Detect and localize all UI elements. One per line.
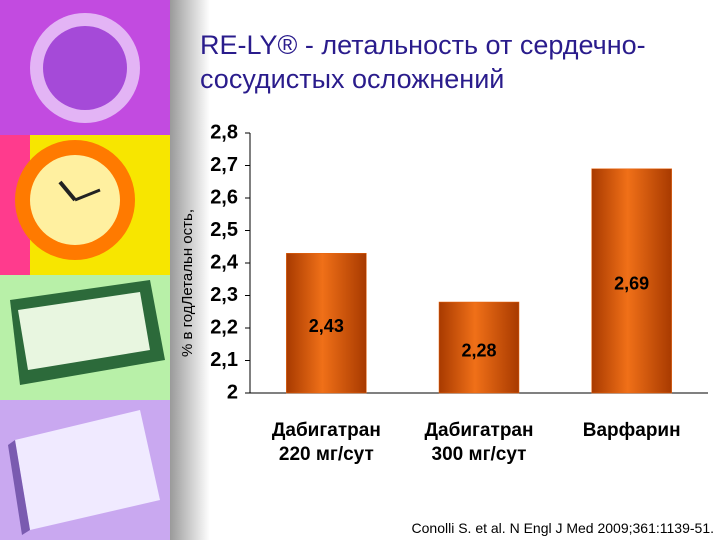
bar xyxy=(591,168,672,394)
y-tick-label: 2,1 xyxy=(210,349,238,371)
bar xyxy=(286,253,367,394)
y-tick-label: 2,8 xyxy=(210,121,238,143)
bar xyxy=(438,301,520,394)
x-tick-label: Дабигатран 300 мг/сут xyxy=(425,420,534,465)
y-axis-label: % в годЛетальн ость, xyxy=(179,209,196,357)
data-label: 2,43 xyxy=(309,316,344,336)
decor-strip xyxy=(0,0,210,540)
source-note: Conolli S. et al. N Engl J Med 2009;361:… xyxy=(411,520,714,536)
data-label: 2,69 xyxy=(614,274,649,294)
y-tick-label: 2,3 xyxy=(210,284,238,306)
y-tick-label: 2,4 xyxy=(210,251,239,273)
y-tick-label: 2,6 xyxy=(210,186,238,208)
slide-title: RE-LY® - летальность от сердечно-сосудис… xyxy=(200,30,646,94)
y-tick-label: 2,5 xyxy=(210,219,238,241)
x-tick-label: Дабигатран 220 мг/сут xyxy=(272,420,381,465)
y-tick-label: 2,7 xyxy=(210,154,238,176)
x-tick-label: Варфарин xyxy=(583,420,681,441)
y-tick-label: 2,2 xyxy=(210,316,238,338)
y-tick-label: 2 xyxy=(227,381,238,403)
data-label: 2,28 xyxy=(461,340,496,360)
